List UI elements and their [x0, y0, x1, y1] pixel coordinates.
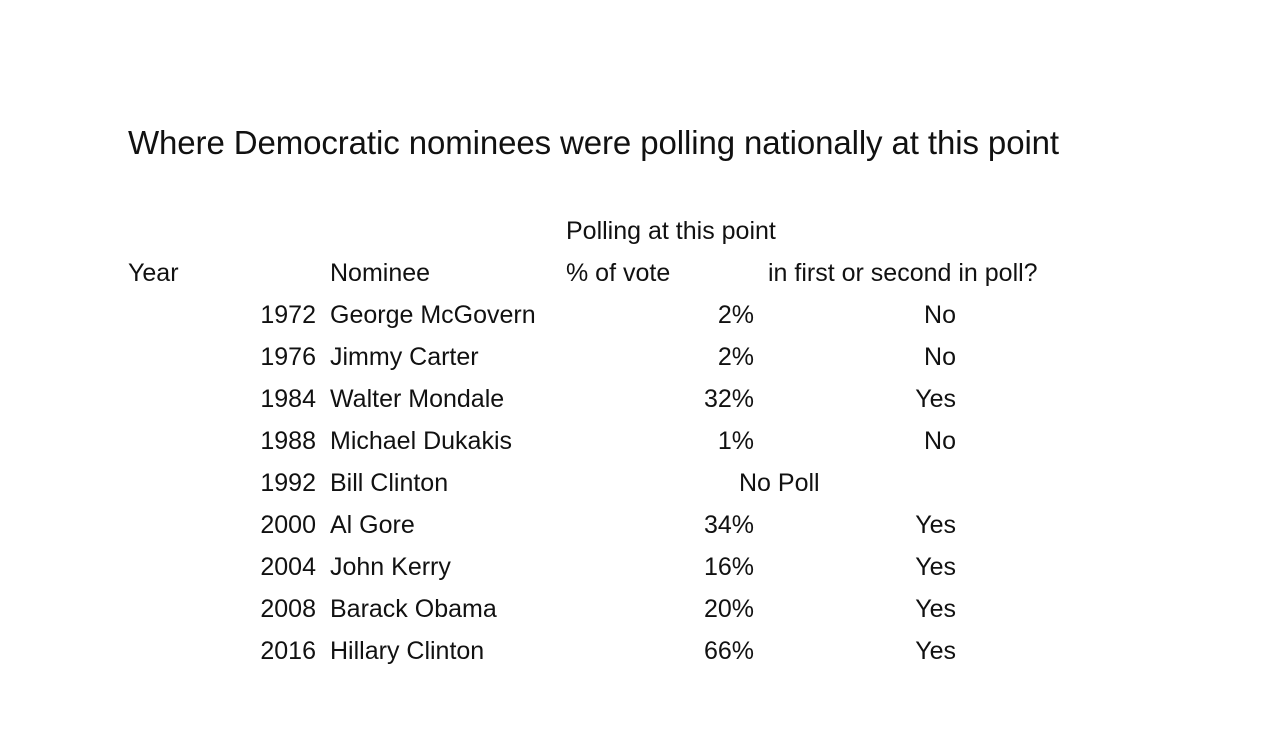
row-vote-percent: 20% — [703, 595, 754, 623]
row-first-or-second: Yes — [915, 553, 956, 581]
row-vote-percent: 2% — [717, 301, 754, 329]
table-row: 1976 Jimmy Carter 2% No — [0, 341, 1276, 383]
row-nominee: John Kerry — [330, 553, 451, 581]
row-vote-percent: 16% — [703, 553, 754, 581]
table-row: 2016 Hillary Clinton 66% Yes — [0, 635, 1276, 677]
row-nominee: Barack Obama — [330, 595, 497, 623]
row-year: 2016 — [260, 637, 316, 665]
row-first-or-second: Yes — [915, 637, 956, 665]
header-group-polling-at-this-point: Polling at this point — [566, 217, 776, 245]
row-first-or-second: Yes — [915, 385, 956, 413]
row-first-or-second: Yes — [915, 511, 956, 539]
row-nominee: Michael Dukakis — [330, 427, 513, 455]
row-vote-percent: 2% — [717, 343, 754, 371]
row-vote-percent: 66% — [703, 637, 754, 665]
row-year: 1984 — [260, 385, 316, 413]
row-first-or-second: Yes — [915, 595, 956, 623]
row-nominee: Walter Mondale — [330, 385, 505, 413]
row-nominee: George McGovern — [330, 301, 536, 329]
row-year: 2000 — [260, 511, 316, 539]
page-title: Where Democratic nominees were polling n… — [128, 124, 1059, 161]
table-row: 2004 John Kerry 16% Yes — [0, 551, 1276, 593]
column-header-nominee: Nominee — [330, 259, 431, 287]
row-first-or-second: No — [924, 343, 956, 371]
row-vote-percent: 34% — [703, 511, 754, 539]
table-row: 1988 Michael Dukakis 1% No — [0, 425, 1276, 467]
row-year: 1988 — [260, 427, 316, 455]
row-nominee: Al Gore — [330, 511, 415, 539]
row-nominee: Bill Clinton — [330, 469, 449, 497]
row-first-or-second: No — [924, 301, 956, 329]
row-first-or-second: No — [924, 427, 956, 455]
table-row: 1992 Bill Clinton No Poll — [0, 467, 1276, 509]
table-row: 1972 George McGovern 2% No — [0, 299, 1276, 341]
row-year: 2008 — [260, 595, 316, 623]
row-nominee: Jimmy Carter — [330, 343, 479, 371]
row-nominee: Hillary Clinton — [330, 637, 485, 665]
row-year: 1992 — [260, 469, 316, 497]
table-body: 1972 George McGovern 2% No 1976 Jimmy Ca… — [0, 299, 1276, 679]
table-row: 1984 Walter Mondale 32% Yes — [0, 383, 1276, 425]
column-header-percent-of-vote: % of vote — [566, 259, 671, 287]
row-no-poll-note: No Poll — [739, 469, 820, 497]
column-header-first-or-second: in first or second in poll? — [768, 259, 1038, 287]
row-year: 2004 — [260, 553, 316, 581]
table-row: 2008 Barack Obama 20% Yes — [0, 593, 1276, 635]
row-vote-percent: 1% — [717, 427, 754, 455]
column-header-year: Year — [128, 259, 179, 287]
table-row: 2000 Al Gore 34% Yes — [0, 509, 1276, 551]
row-year: 1976 — [260, 343, 316, 371]
row-vote-percent: 32% — [703, 385, 754, 413]
row-year: 1972 — [260, 301, 316, 329]
